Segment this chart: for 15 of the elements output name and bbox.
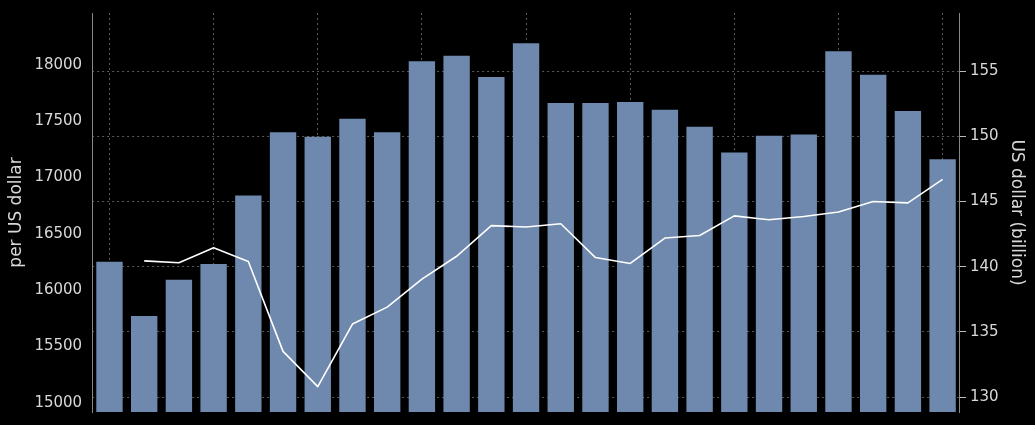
y-tick-label: 16500 [34,223,83,242]
y-tick-label: 18000 [34,54,83,73]
y2-axis-title: US dollar (billion) [1008,139,1029,286]
y-tick-label: 15500 [34,336,83,355]
y2-tick-label: 130 [969,386,999,405]
y2-tick-label: 155 [969,61,999,80]
y2-tick-label: 140 [969,256,999,275]
y-tick-label: 17000 [34,167,83,186]
y-tick-label: 15000 [34,392,83,411]
y-tick-label: 17500 [34,110,83,129]
y-tick-label: 16000 [34,279,83,298]
y2-tick-label: 145 [969,191,999,210]
y2-tick-label: 135 [969,321,999,340]
y2-tick-label: 150 [969,126,999,145]
y-axis-title: per US dollar [4,157,25,268]
